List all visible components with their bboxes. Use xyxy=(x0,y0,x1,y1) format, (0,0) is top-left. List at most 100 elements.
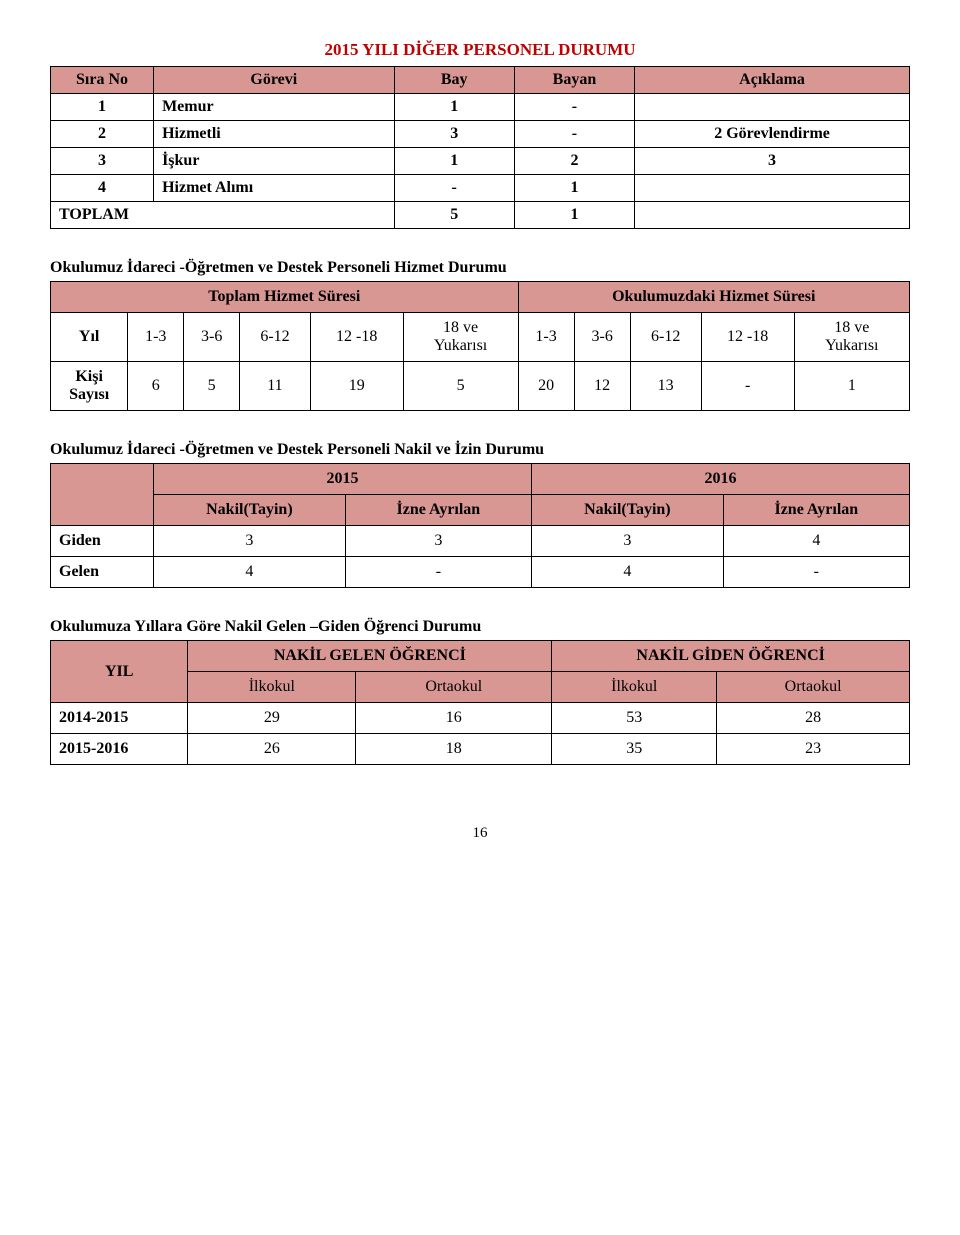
t3-r0-c: 3 xyxy=(532,526,724,557)
t2-c4: 18 ve Yukarısı xyxy=(403,313,518,362)
t3-r1-c: 4 xyxy=(532,557,724,588)
t1-h-bayan: Bayan xyxy=(514,67,634,94)
table-row: 3 İşkur 1 2 3 xyxy=(51,148,910,175)
t2-c2: 6-12 xyxy=(240,313,311,362)
t1-r3-bay: - xyxy=(394,175,514,202)
t4-r1-d: 23 xyxy=(717,734,910,765)
t2-c3: 12 -18 xyxy=(310,313,403,362)
t3-r0-a: 3 xyxy=(154,526,346,557)
t3-r0-d: 4 xyxy=(723,526,909,557)
t4-giden: NAKİL GİDEN ÖĞRENCİ xyxy=(552,641,910,672)
t4-r0-yil: 2014-2015 xyxy=(51,703,188,734)
t2-v1: 5 xyxy=(184,362,240,411)
t1-r3-no: 4 xyxy=(51,175,154,202)
t4-r1-c: 35 xyxy=(552,734,717,765)
t1-h-bay: Bay xyxy=(394,67,514,94)
t1-r2-aciklama: 3 xyxy=(635,148,910,175)
t1-h-sira: Sıra No xyxy=(51,67,154,94)
table3-title: Okulumuz İdareci -Öğretmen ve Destek Per… xyxy=(50,441,910,459)
t2-c6: 3-6 xyxy=(574,313,630,362)
t1-h-gorevi: Görevi xyxy=(154,67,395,94)
t2-v2: 11 xyxy=(240,362,311,411)
t2-v6: 12 xyxy=(574,362,630,411)
table-row: 2014-2015 29 16 53 28 xyxy=(51,703,910,734)
table3: 2015 2016 Nakil(Tayin) İzne Ayrılan Naki… xyxy=(50,463,910,588)
table2-title: Okulumuz İdareci -Öğretmen ve Destek Per… xyxy=(50,259,910,277)
table-row: Yıl 1-3 3-6 6-12 12 -18 18 ve Yukarısı 1… xyxy=(51,313,910,362)
t4-r1-yil: 2015-2016 xyxy=(51,734,188,765)
t3-r0-label: Giden xyxy=(51,526,154,557)
t1-r1-bay: 3 xyxy=(394,121,514,148)
t2-v5: 20 xyxy=(518,362,574,411)
t1-r1-no: 2 xyxy=(51,121,154,148)
t3-h-nakil-a: Nakil(Tayin) xyxy=(154,495,346,526)
t4-r1-a: 26 xyxy=(188,734,356,765)
t3-blank xyxy=(51,464,154,526)
t4-r1-b: 18 xyxy=(356,734,552,765)
t3-r1-b: - xyxy=(345,557,531,588)
t4-gelen: NAKİL GELEN ÖĞRENCİ xyxy=(188,641,552,672)
t3-r1-d: - xyxy=(723,557,909,588)
t2-c1: 3-6 xyxy=(184,313,240,362)
t1-total-label: TOPLAM xyxy=(51,202,395,229)
t1-total-bayan: 1 xyxy=(514,202,634,229)
t3-h-izin-b: İzne Ayrılan xyxy=(723,495,909,526)
t3-h-izin-a: İzne Ayrılan xyxy=(345,495,531,526)
table1: Sıra No Görevi Bay Bayan Açıklama 1 Memu… xyxy=(50,66,910,229)
t1-r3-bayan: 1 xyxy=(514,175,634,202)
t2-h-okul: Okulumuzdaki Hizmet Süresi xyxy=(518,282,909,313)
table1-title: 2015 YILI DİĞER PERSONEL DURUMU xyxy=(50,40,910,60)
t2-v7: 13 xyxy=(630,362,701,411)
t2-v3: 19 xyxy=(310,362,403,411)
table-row: Giden 3 3 3 4 xyxy=(51,526,910,557)
t4-h-ilk-a: İlkokul xyxy=(188,672,356,703)
t4-h-orta-a: Ortaokul xyxy=(356,672,552,703)
t4-r0-a: 29 xyxy=(188,703,356,734)
t1-r3-gorev: Hizmet Alımı xyxy=(154,175,395,202)
table-row: 4 Hizmet Alımı - 1 xyxy=(51,175,910,202)
t4-h-ilk-b: İlkokul xyxy=(552,672,717,703)
t2-c9: 18 ve Yukarısı xyxy=(794,313,909,362)
t3-r1-a: 4 xyxy=(154,557,346,588)
t4-yil-label: YIL xyxy=(51,641,188,703)
table-row: 1 Memur 1 - xyxy=(51,94,910,121)
page-number: 16 xyxy=(50,825,910,842)
t2-v8: - xyxy=(701,362,794,411)
t3-y2015: 2015 xyxy=(154,464,532,495)
t1-r1-bayan: - xyxy=(514,121,634,148)
t4-r0-c: 53 xyxy=(552,703,717,734)
t1-r0-gorev: Memur xyxy=(154,94,395,121)
t2-c0: 1-3 xyxy=(128,313,184,362)
t1-r2-bayan: 2 xyxy=(514,148,634,175)
t1-r0-bay: 1 xyxy=(394,94,514,121)
table4: YIL NAKİL GELEN ÖĞRENCİ NAKİL GİDEN ÖĞRE… xyxy=(50,640,910,765)
t2-v0: 6 xyxy=(128,362,184,411)
t1-total-aciklama xyxy=(635,202,910,229)
t1-r0-bayan: - xyxy=(514,94,634,121)
t2-kisi-label: Kişi Sayısı xyxy=(51,362,128,411)
table-row: 2015-2016 26 18 35 23 xyxy=(51,734,910,765)
t1-r1-gorev: Hizmetli xyxy=(154,121,395,148)
t1-r2-bay: 1 xyxy=(394,148,514,175)
t2-c8: 12 -18 xyxy=(701,313,794,362)
t1-total-bay: 5 xyxy=(394,202,514,229)
t1-r2-gorev: İşkur xyxy=(154,148,395,175)
t1-h-aciklama: Açıklama xyxy=(635,67,910,94)
t1-r2-no: 3 xyxy=(51,148,154,175)
table-row: Kişi Sayısı 6 5 11 19 5 20 12 13 - 1 xyxy=(51,362,910,411)
table-row: Gelen 4 - 4 - xyxy=(51,557,910,588)
t2-h-toplam: Toplam Hizmet Süresi xyxy=(51,282,519,313)
t1-r0-no: 1 xyxy=(51,94,154,121)
table4-title: Okulumuza Yıllara Göre Nakil Gelen –Gide… xyxy=(50,618,910,636)
table-row-total: TOPLAM 5 1 xyxy=(51,202,910,229)
t4-r0-d: 28 xyxy=(717,703,910,734)
t4-h-orta-b: Ortaokul xyxy=(717,672,910,703)
t1-r1-aciklama: 2 Görevlendirme xyxy=(635,121,910,148)
table2: Toplam Hizmet Süresi Okulumuzdaki Hizmet… xyxy=(50,281,910,411)
t2-yil-label: Yıl xyxy=(51,313,128,362)
t3-r0-b: 3 xyxy=(345,526,531,557)
t3-r1-label: Gelen xyxy=(51,557,154,588)
t3-y2016: 2016 xyxy=(532,464,910,495)
t1-r3-aciklama xyxy=(635,175,910,202)
table-row: 2 Hizmetli 3 - 2 Görevlendirme xyxy=(51,121,910,148)
